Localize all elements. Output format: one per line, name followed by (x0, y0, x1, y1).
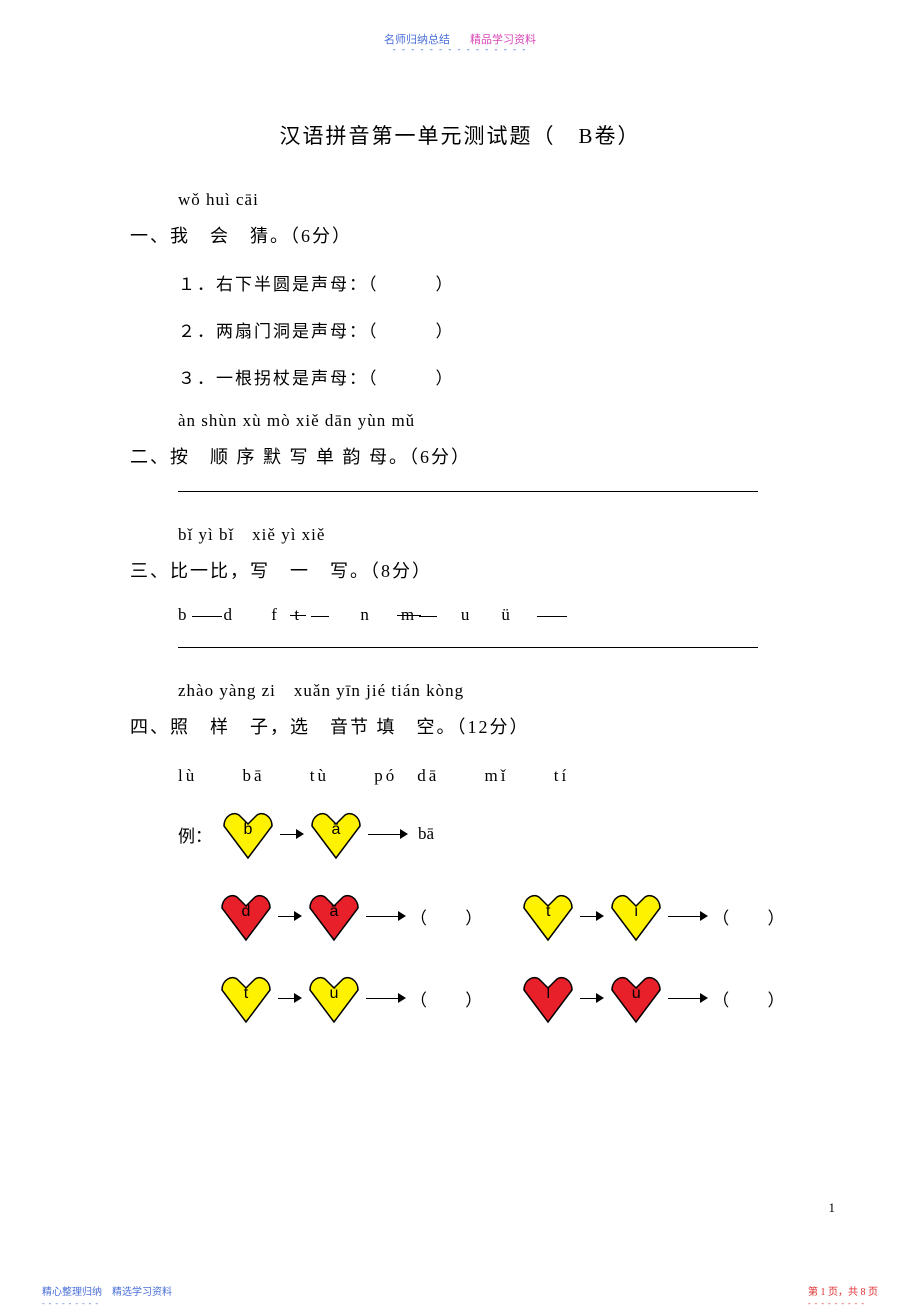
heart-pair: t í （ ） (520, 890, 784, 942)
section3-pinyin: bǐ yì bǐ xiě yì xiě (178, 520, 790, 545)
section3-heading: 三、比一比，写 一 写。（8分） (130, 557, 790, 583)
heart-shape: ù (608, 972, 664, 1024)
heart-letter: ù (632, 985, 641, 1003)
answer-blank: （ ） (712, 904, 784, 929)
pair-b: b (178, 605, 190, 624)
dash-icon (192, 616, 222, 617)
footer-left: 精心整理归纳 精选学习资料 - - - - - - - - - (42, 1283, 172, 1308)
writing-line-2 (178, 647, 758, 648)
pair-d: d (224, 605, 236, 624)
pair-f: f (271, 605, 280, 624)
heart-pair: t ù （ ） (218, 972, 482, 1024)
heart-letter: d (242, 903, 251, 921)
heart-shape: ù (306, 972, 362, 1024)
heart-letter: t (244, 985, 248, 1003)
heart-shape: l (520, 972, 576, 1024)
heart-row-1: d ā （ ） t í (218, 890, 790, 942)
pair-m: m (401, 605, 417, 625)
section2-heading: 二、按 顺 序 默 写 单 韵 母。（6分） (130, 443, 790, 469)
heart-letter: b (244, 821, 253, 839)
heart-shape: d (218, 890, 274, 942)
heart-letter: l (546, 985, 550, 1003)
heart-row-2: t ù （ ） l ù (218, 972, 790, 1024)
pair-u: u (461, 605, 473, 624)
dash-icon (311, 616, 329, 617)
footer-left-text: 精心整理归纳 精选学习资料 (42, 1287, 172, 1298)
section1-q2: ２．两扇门洞是声母：（ ） (178, 317, 790, 342)
heart-letter: í (634, 903, 638, 921)
heart-diagrams: 例： b ā bā d ā (178, 808, 790, 1024)
heart-letter: ā (330, 903, 339, 921)
heart-shape: ā (306, 890, 362, 942)
heart-shape: í (608, 890, 664, 942)
syllable-options: lù bā tù pó dā mǐ tí (178, 761, 790, 786)
heart-pair: d ā （ ） (218, 890, 482, 942)
pair-uu: ü (501, 605, 513, 624)
page-number: 1 (829, 1200, 836, 1216)
pair-t: t (294, 605, 302, 625)
writing-line-1 (178, 491, 758, 492)
dash-icon (537, 616, 567, 617)
heart-letter: t (546, 903, 550, 921)
answer-blank: （ ） (410, 904, 482, 929)
heart-letter: ā (332, 821, 341, 839)
heart-shape: t (218, 972, 274, 1024)
page-title: 汉语拼音第一单元测试题（ B卷） (130, 120, 790, 150)
section1-q3: ３．一根拐杖是声母：（ ） (178, 364, 790, 389)
document-body: 汉语拼音第一单元测试题（ B卷） wǒ huì cāi 一、我 会 猜。（6分）… (130, 120, 790, 1054)
heart-shape: t (520, 890, 576, 942)
section1-heading: 一、我 会 猜。（6分） (130, 222, 790, 248)
header-dots: - - - - - - - - - - - - - - - (393, 44, 527, 54)
heart-letter: ù (330, 985, 339, 1003)
heart-shape: b (220, 808, 276, 860)
footer-right-text: 第 1 页，共 8 页 (808, 1287, 878, 1298)
footer-right: 第 1 页，共 8 页 - - - - - - - - - (808, 1283, 878, 1308)
example-label: 例： (178, 822, 212, 847)
compare-pairs: bd f t n m u ü (178, 605, 790, 625)
footer-dots: - - - - - - - - - (808, 1299, 878, 1308)
section1-pinyin: wǒ huì cāi (178, 190, 790, 210)
section4-pinyin: zhào yàng zi xuǎn yīn jié tián kòng (178, 676, 790, 701)
footer-dots: - - - - - - - - - (42, 1299, 172, 1308)
example-row: 例： b ā bā (178, 808, 790, 860)
section4-heading: 四、照 样 子，选 音节 填 空。（12分） (130, 713, 790, 739)
heart-shape: ā (308, 808, 364, 860)
answer-blank: （ ） (410, 986, 482, 1011)
pair-n: n (360, 605, 372, 624)
heart-pair: l ù （ ） (520, 972, 784, 1024)
answer-blank: （ ） (712, 986, 784, 1011)
section1-q1: １．右下半圆是声母：（ ） (178, 270, 790, 295)
example-result: bā (418, 824, 434, 844)
dash-icon (419, 616, 437, 617)
section2-pinyin: àn shùn xù mò xiě dān yùn mǔ (178, 411, 790, 431)
